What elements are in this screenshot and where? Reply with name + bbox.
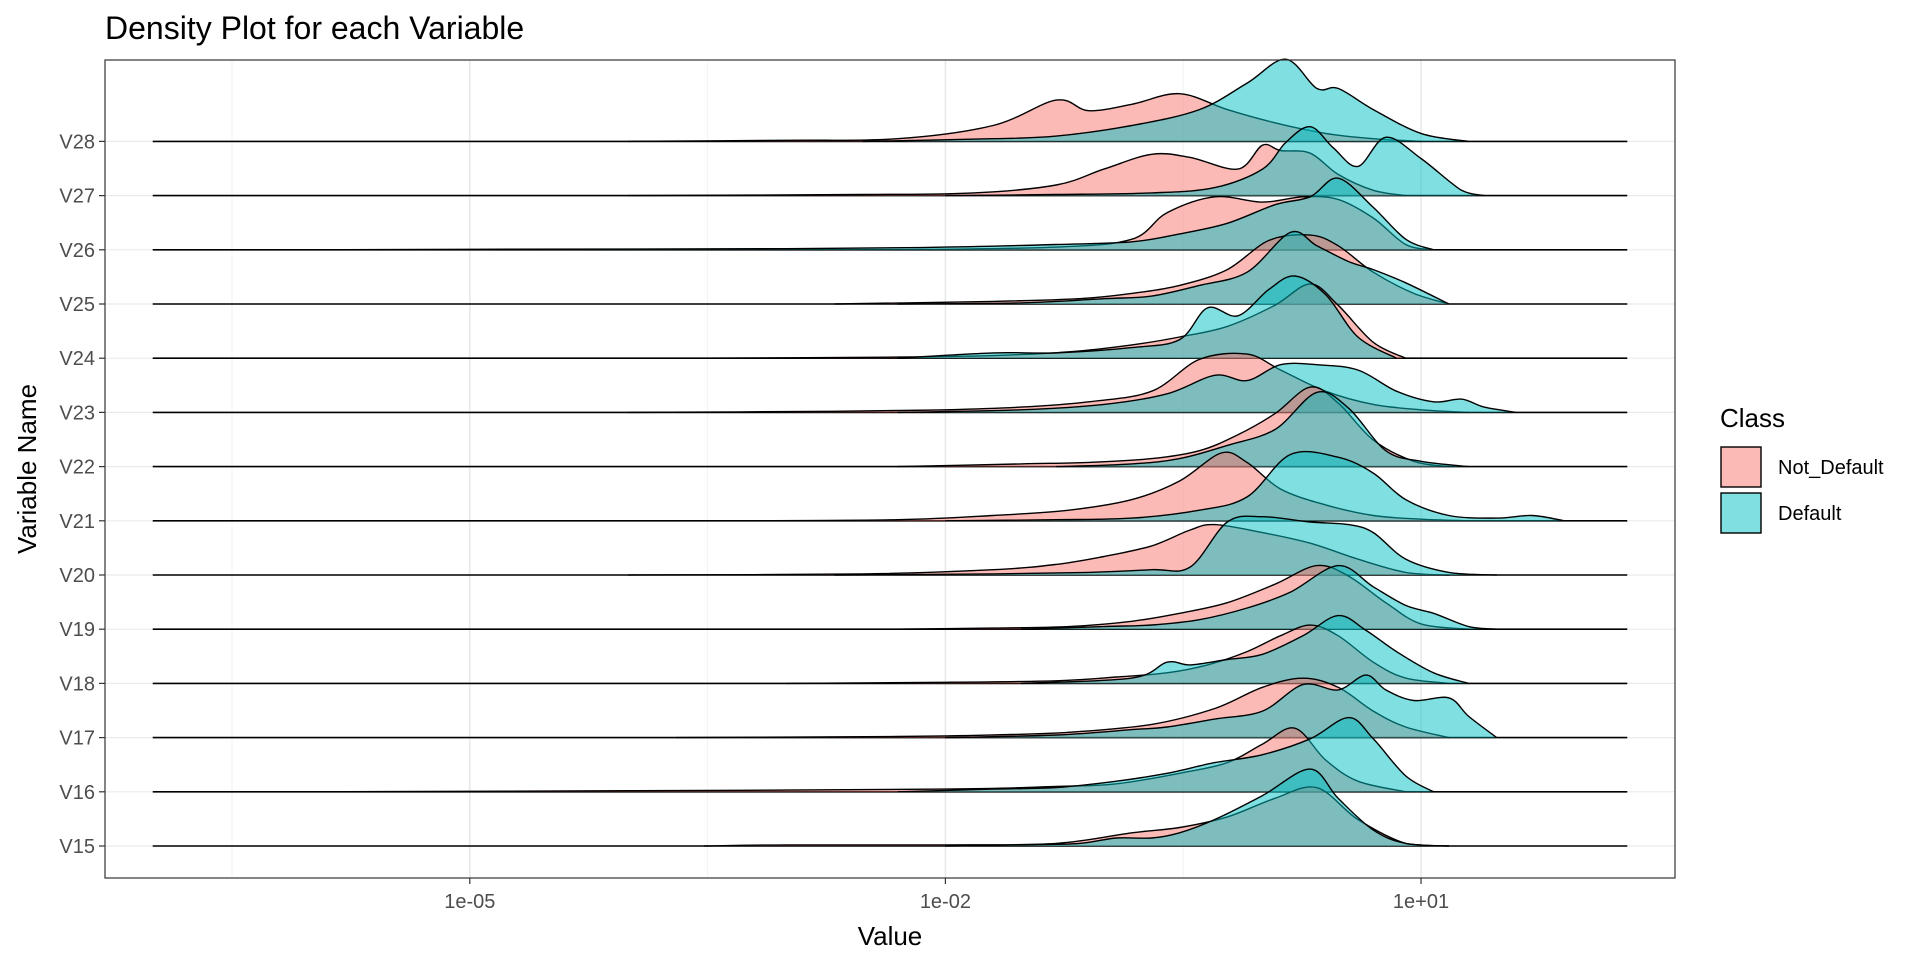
x-tick-label: 1e-05 xyxy=(444,891,495,913)
y-tick-label: V26 xyxy=(59,240,95,262)
density-area-Not_Default xyxy=(628,144,1406,196)
ridge-V18 xyxy=(152,614,1628,685)
ridges xyxy=(152,58,1628,847)
y-tick-label: V15 xyxy=(59,836,95,858)
chart-title: Density Plot for each Variable xyxy=(105,10,525,46)
y-tick-label: V24 xyxy=(59,348,95,370)
legend-item-Not_Default: Not_Default xyxy=(1720,446,1884,488)
y-tick-label: V18 xyxy=(59,673,95,695)
legend: Class Not_Default Default xyxy=(1720,403,1884,534)
y-tick-label: V19 xyxy=(59,619,95,641)
y-tick-label: V22 xyxy=(59,457,95,479)
y-tick-label: V23 xyxy=(59,402,95,424)
y-axis-title: Variable Name xyxy=(12,384,42,554)
y-tick-label: V28 xyxy=(59,131,95,153)
legend-key xyxy=(1720,446,1762,488)
legend-title: Class xyxy=(1720,403,1785,433)
y-tick-label: V21 xyxy=(59,511,95,533)
density-outline-Default xyxy=(897,716,1434,793)
density-outline-Default xyxy=(897,230,1450,305)
density-area-Default xyxy=(897,275,1397,359)
density-outline-Default xyxy=(897,275,1397,359)
ridge-V22 xyxy=(152,386,1628,468)
density-outline-Default xyxy=(945,768,1449,847)
density-area-Default xyxy=(1056,391,1469,467)
density-outline-Default xyxy=(945,450,1565,522)
density-outline-Default xyxy=(862,58,1469,143)
y-tick-label: V17 xyxy=(59,728,95,750)
x-axis-title: Value xyxy=(858,921,923,951)
x-tick-label: 1e-02 xyxy=(920,891,971,913)
ridge-V15 xyxy=(152,768,1628,847)
ridge-V23 xyxy=(152,352,1628,414)
y-tick-label: V16 xyxy=(59,782,95,804)
density-outline-Default xyxy=(311,177,1434,251)
density-area-Default xyxy=(945,451,1565,521)
legend-item-Default: Default xyxy=(1720,492,1842,534)
legend-key xyxy=(1720,492,1762,534)
density-area-Default xyxy=(862,59,1469,142)
density-outline-Default xyxy=(1020,614,1469,685)
ridge-V27 xyxy=(152,125,1628,197)
density-outline-Default xyxy=(945,125,1485,197)
x-tick-label: 1e+01 xyxy=(1393,891,1449,913)
density-outline-Default xyxy=(834,515,1497,576)
density-area-Default xyxy=(897,363,1517,413)
density-area-Default xyxy=(834,516,1497,575)
ridge-V20 xyxy=(152,515,1628,576)
legend-label: Not_Default xyxy=(1778,457,1884,479)
density-outline-Default xyxy=(1020,564,1497,630)
density-outline-Default xyxy=(897,362,1517,414)
legend-label: Default xyxy=(1778,503,1842,525)
y-tick-label: V20 xyxy=(59,565,95,587)
density-area-Default xyxy=(1021,615,1469,684)
density-outline-Default xyxy=(945,674,1498,739)
plot-panel-border xyxy=(104,59,1676,879)
density-area-Default xyxy=(945,769,1449,846)
y-tick-label: V25 xyxy=(59,294,95,316)
axes: V15 V16 V17 V18 V19 V20 V21 V22 V23 V24 V25 V26 V27 V… xyxy=(59,131,1449,913)
ridge-V24 xyxy=(152,275,1628,360)
density-outline-Default xyxy=(1056,390,1469,468)
density-area-Default xyxy=(945,126,1485,196)
ridge-V21 xyxy=(152,450,1628,522)
density-area-Default xyxy=(1021,565,1497,630)
y-tick-label: V27 xyxy=(59,186,95,208)
ridge-V19 xyxy=(152,564,1628,631)
